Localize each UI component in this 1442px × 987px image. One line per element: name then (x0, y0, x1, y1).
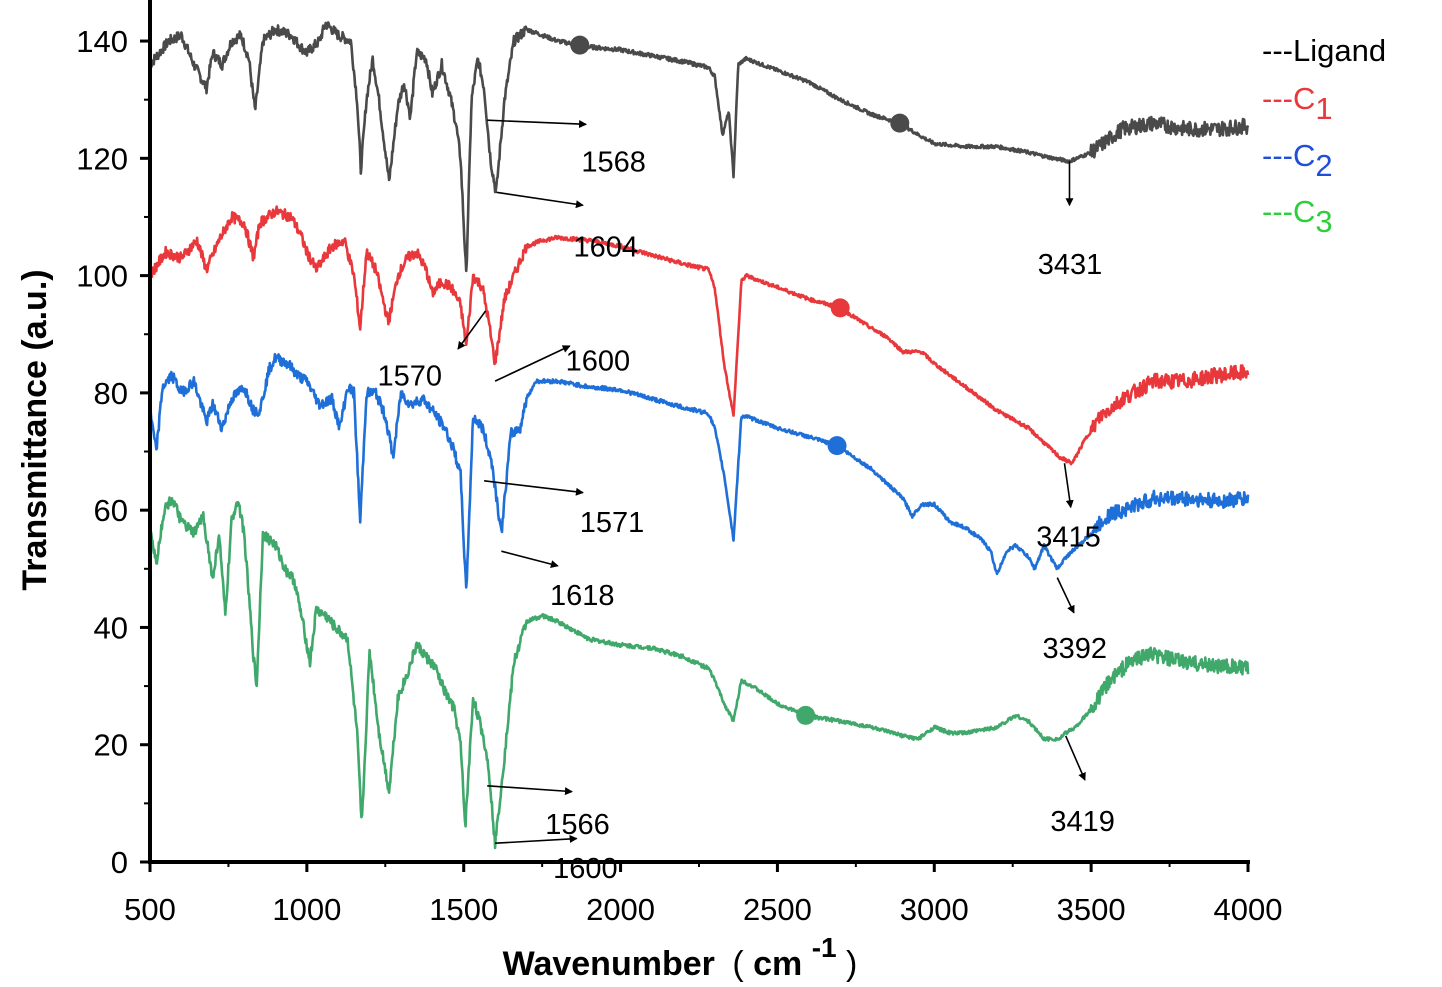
annotation-arrow (501, 550, 559, 568)
y-tick-label: 120 (76, 141, 128, 176)
annotation-arrow (1063, 463, 1074, 509)
annotation-label: 1568 (581, 146, 646, 178)
annotation-arrow (1064, 735, 1086, 781)
annotation-label: 3431 (1038, 249, 1103, 281)
x-tick-label: 3000 (900, 892, 969, 927)
annotation-label: 1571 (580, 507, 645, 539)
x-axis-title-open: ( (732, 945, 744, 983)
annotation-layer: 1568 1604 3431 1570 1600 3415 1571 1618 3392 1566… (377, 119, 1115, 885)
x-tick-label: 1500 (429, 892, 498, 927)
y-tick-label: 0 (111, 845, 128, 880)
legend: ---Ligand ---C1 ---C2 ---C3 (1262, 33, 1386, 239)
x-axis-title-close: ) (846, 945, 857, 983)
y-tick-label: 80 (94, 376, 128, 411)
series-c3-line (148, 496, 1250, 850)
legend-sub: 2 (1315, 148, 1332, 183)
legend-prefix: --- (1262, 33, 1293, 68)
y-tick-label: 60 (94, 493, 128, 528)
x-tick-label: 500 (124, 892, 176, 927)
series-ligand-marker (570, 35, 590, 55)
annotation-label: 1600 (553, 853, 618, 885)
series-c2-line (148, 352, 1250, 589)
axis-layer (148, 0, 1250, 864)
series-c3-marker (796, 705, 816, 725)
annotation-label: 3392 (1043, 633, 1108, 665)
tick-layer: 500 1000 1500 2000 2500 3000 3500 4000 0 20 40 60 80… (76, 24, 1282, 927)
x-axis-title: Wavenumber ( cm -1 ) (503, 927, 858, 983)
annotation-arrow (494, 345, 571, 382)
series-c1-line (148, 205, 1250, 466)
x-axis-title-main: Wavenumber (503, 945, 715, 983)
annotation-label: 3419 (1050, 806, 1115, 838)
annotation-arrow (487, 784, 573, 796)
annotation-arrow (496, 191, 584, 209)
legend-sub: 3 (1315, 204, 1332, 239)
series-ligand-line (148, 21, 1250, 273)
legend-prefix: --- (1262, 81, 1293, 116)
y-tick-label: 40 (94, 610, 128, 645)
annotation-arrow (495, 834, 578, 845)
legend-sub: 1 (1315, 91, 1332, 126)
annotation-arrow (487, 119, 588, 129)
annotation-label: 1618 (550, 580, 615, 612)
annotation-label: 1604 (574, 231, 639, 263)
legend-item-c1: ---C1 (1262, 81, 1333, 126)
y-tick-label: 20 (94, 728, 128, 763)
legend-name: C (1293, 138, 1315, 173)
series-layer (148, 21, 1250, 850)
annotation-label: 3415 (1036, 522, 1101, 554)
x-axis-title-unit: cm (753, 945, 802, 983)
annotation-label: 1566 (545, 809, 610, 841)
y-tick-label: 140 (76, 24, 128, 59)
x-axis-title-sup: -1 (812, 932, 837, 963)
y-axis-title: Transmittance (a.u.) (16, 269, 54, 590)
legend-prefix: --- (1262, 138, 1293, 173)
legend-prefix: --- (1262, 194, 1293, 229)
annotation-arrow (1056, 577, 1075, 614)
y-tick-label: 100 (76, 259, 128, 294)
series-ligand-marker (890, 113, 910, 133)
legend-item-ligand: ---Ligand (1262, 33, 1386, 68)
x-tick-label: 2000 (586, 892, 655, 927)
legend-item-c3: ---C3 (1262, 194, 1333, 239)
annotation-arrow (457, 310, 487, 350)
annotation-label: 1570 (377, 360, 442, 392)
legend-item-c2: ---C2 (1262, 138, 1333, 183)
x-tick-label: 3500 (1057, 892, 1126, 927)
series-c2-marker (827, 436, 847, 456)
x-tick-label: 2500 (743, 892, 812, 927)
x-tick-label: 4000 (1214, 892, 1283, 927)
x-tick-label: 1000 (272, 892, 341, 927)
series-c1-marker (830, 298, 850, 318)
legend-name: C (1293, 194, 1315, 229)
annotation-label: 1600 (566, 346, 631, 378)
legend-name: Ligand (1293, 33, 1386, 68)
annotation-arrow (484, 480, 584, 496)
legend-name: C (1293, 81, 1315, 116)
